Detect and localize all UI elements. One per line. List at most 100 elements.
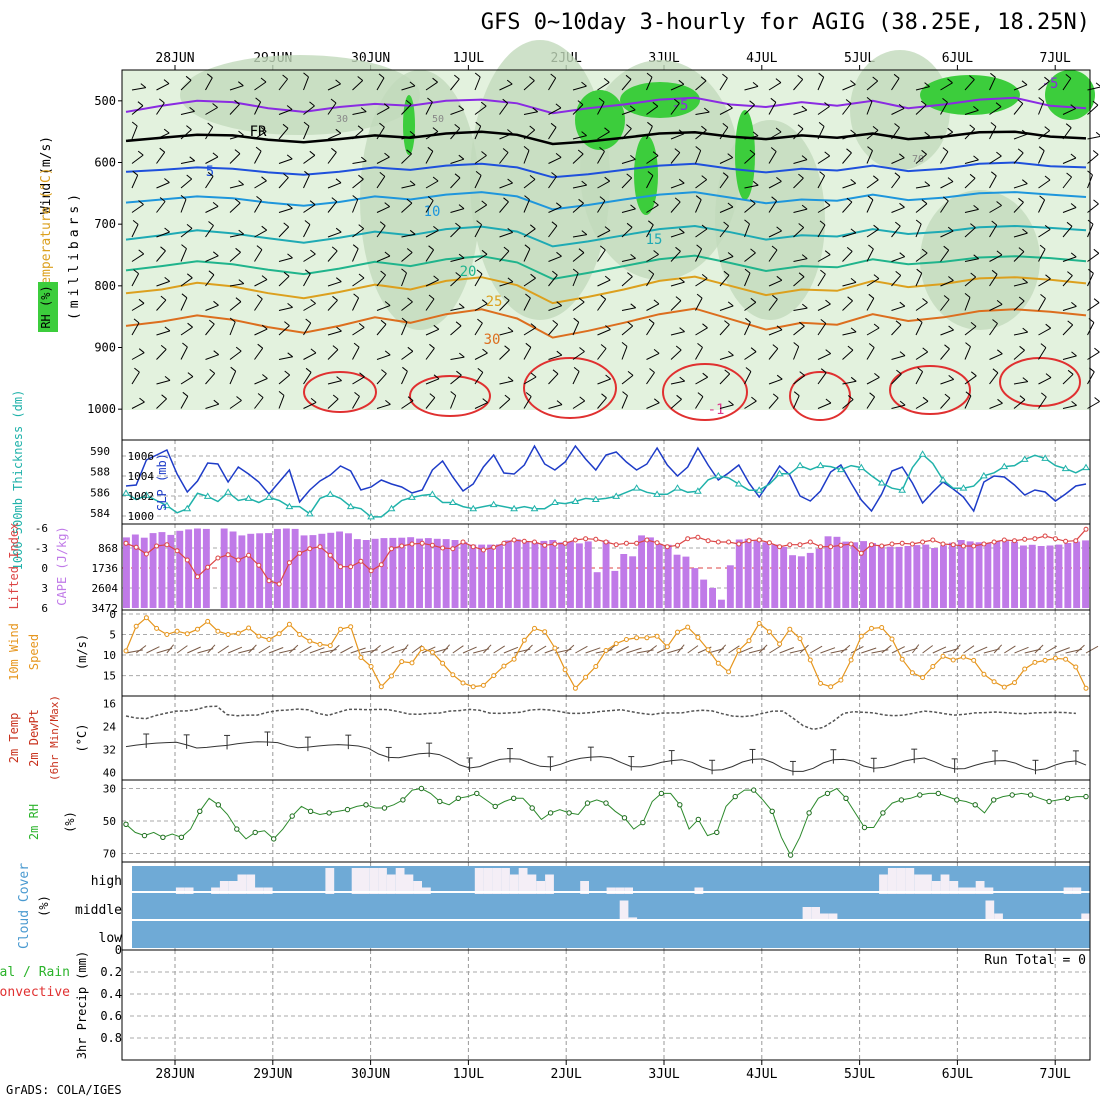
wind-barb-flag [1040, 294, 1046, 299]
wind-barb [646, 155, 659, 164]
lifted-index-marker [909, 541, 915, 547]
rh2m-unit-label: (%) [63, 811, 77, 833]
rh2m-marker [695, 816, 701, 823]
wind-barb-flag [724, 320, 730, 325]
lifted-index-marker [266, 578, 272, 584]
wind-barb [793, 375, 806, 385]
wind-barb-flag [507, 129, 513, 134]
wind-barb-flag [973, 205, 979, 210]
wind-barb-flag [801, 254, 808, 259]
wind-barb [1013, 282, 1028, 287]
surface-wind-barb [309, 647, 325, 654]
cape-bar [655, 543, 663, 608]
wind-barb-flag [1095, 131, 1100, 136]
cape-bar [877, 544, 885, 608]
surface-wind-barb [421, 646, 436, 654]
rh2m-marker [1083, 793, 1089, 800]
cloud-high-bar [905, 868, 915, 894]
cloud-high-bar [211, 887, 220, 894]
surface-wind-barb [411, 645, 423, 654]
wind-barb [1087, 203, 1099, 213]
wind-barb-flag [948, 325, 954, 331]
wind-barb [254, 81, 267, 91]
wind-barb [891, 256, 905, 262]
wind-barb-flag [360, 156, 367, 162]
wind-barb-flag [524, 195, 530, 200]
cape-bar [833, 536, 841, 608]
wind-barb [180, 228, 193, 238]
wind-barb-flag [255, 146, 262, 152]
cloud-high-bar [975, 881, 985, 894]
cape-bar [140, 537, 148, 608]
wind-barb-flag [653, 398, 660, 404]
surface-wind-barb [217, 645, 229, 654]
wind-barb-flag [995, 102, 1002, 108]
wind-barb-flag [969, 75, 975, 80]
wind-barb-flag [556, 350, 563, 356]
wind-barb-flag [164, 227, 170, 233]
wind-barb [156, 398, 167, 409]
wind-barb [131, 273, 140, 287]
wind-barb-flag [771, 245, 778, 251]
surface-wind-barb [483, 644, 492, 654]
wind-barb-flag [702, 372, 709, 378]
lifted-index-marker [1001, 537, 1007, 543]
cloud-high-bar [263, 887, 273, 894]
wind-barb [474, 175, 482, 189]
thickness-marker [122, 489, 130, 496]
wind-barb [523, 228, 536, 238]
wind-barb-flag [678, 178, 685, 184]
wind-barb [989, 126, 997, 140]
wind-barb [842, 281, 857, 287]
lifted-index-marker [858, 550, 864, 556]
wind-barb [474, 155, 487, 164]
pressure-tick-label: 800 [94, 279, 116, 293]
cape-bar [869, 543, 876, 608]
wind-barb [1038, 248, 1046, 262]
wind-barb-flag [406, 198, 413, 204]
wind-barb [303, 352, 317, 360]
lifted-index-marker [623, 540, 629, 546]
rh2m-marker [344, 806, 351, 813]
wind-barb [572, 400, 585, 409]
wind-speed-marker [756, 620, 762, 626]
wind-barb-flag [869, 392, 875, 398]
precip-tick-label: 0.8 [100, 1031, 122, 1045]
wind-barb-flag [701, 224, 708, 230]
wind-barb-flag [599, 147, 605, 152]
wind-barb [695, 297, 703, 311]
wind-barb [866, 130, 879, 140]
surface-wind-barb [646, 645, 658, 654]
surface-wind-barb [810, 645, 823, 654]
cape-bar [629, 556, 637, 608]
wind-barb-flag [653, 200, 659, 206]
wind-barb-flag [433, 226, 439, 231]
wind-barb-flag [186, 224, 193, 229]
wind-barb [156, 201, 166, 213]
wind-barb [989, 323, 998, 336]
rh2m-marker [492, 803, 498, 810]
wind-barb-flag [921, 199, 928, 205]
wind-barb [964, 395, 972, 409]
wind-barb [499, 398, 511, 409]
wind-barb-flag [675, 246, 681, 252]
cape-bar [726, 565, 734, 608]
lifted-index-marker [960, 543, 966, 549]
wind-speed-marker [409, 660, 415, 666]
wind-barb [254, 130, 267, 140]
wind-barb-flag [872, 126, 879, 131]
wind-speed-marker [429, 649, 435, 655]
thickness-marker [469, 504, 478, 512]
wind-barb [278, 158, 293, 164]
wind-barb-flag [824, 102, 830, 107]
cloud-middle-bar [828, 913, 838, 920]
wind-barb [597, 329, 611, 336]
lifted-index-marker [429, 542, 435, 548]
wind-barb [131, 352, 145, 360]
wind-barb [254, 229, 267, 238]
wind-barb [499, 231, 513, 238]
surface-wind-barb [493, 645, 505, 654]
wind-barb [646, 224, 654, 238]
wind-barb [229, 350, 242, 360]
wind-barb [474, 372, 484, 385]
